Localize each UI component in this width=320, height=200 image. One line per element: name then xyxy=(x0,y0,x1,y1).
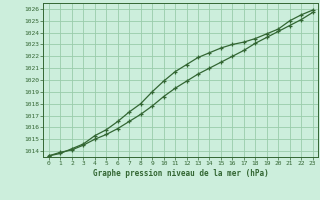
X-axis label: Graphe pression niveau de la mer (hPa): Graphe pression niveau de la mer (hPa) xyxy=(93,169,269,178)
